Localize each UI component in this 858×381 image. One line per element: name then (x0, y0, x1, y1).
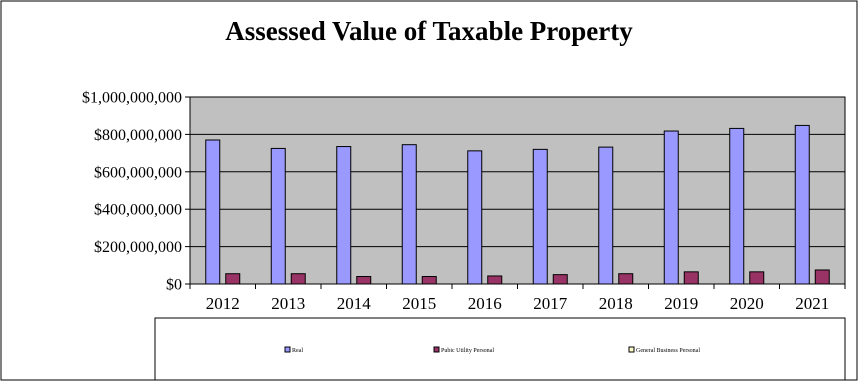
legend-label: Pubic Utility Personal (441, 348, 494, 354)
y-tick-label: $600,000,000 (94, 164, 182, 181)
bar-real (467, 150, 483, 285)
legend-label: Real (292, 348, 303, 354)
x-tick-label: 2020 (730, 294, 764, 313)
y-tick-label: $400,000,000 (94, 202, 182, 219)
legend-swatch (628, 346, 635, 353)
bar-real (598, 146, 614, 285)
y-tick-label: $800,000,000 (94, 127, 182, 144)
x-tick-label: 2017 (533, 294, 568, 313)
bar-public-utility (487, 275, 503, 285)
bar-real (729, 127, 745, 285)
chart-title: Assessed Value of Taxable Property (225, 16, 633, 46)
bar-real (532, 148, 548, 285)
x-tick-label: 2015 (402, 294, 436, 313)
bar-public-utility (683, 271, 699, 285)
legend-swatch (433, 346, 440, 353)
bar-real (205, 139, 221, 285)
x-tick-label: 2013 (271, 294, 305, 313)
bar-public-utility (618, 273, 634, 285)
bar-public-utility (225, 273, 241, 285)
x-tick-label: 2021 (795, 294, 829, 313)
x-tick-label: 2018 (599, 294, 633, 313)
y-tick-label: $200,000,000 (94, 239, 182, 256)
bar-real (794, 124, 810, 285)
y-tick-label: $0 (166, 277, 182, 294)
legend-label: General Business Personal (636, 348, 700, 354)
x-tick-label: 2012 (206, 294, 240, 313)
bar-public-utility (814, 269, 830, 285)
bar-public-utility (552, 274, 568, 285)
bar-public-utility (421, 276, 437, 285)
x-tick-label: 2014 (337, 294, 372, 313)
bar-public-utility (749, 271, 765, 285)
bar-real (401, 144, 417, 285)
plot-area (189, 96, 846, 285)
y-tick-label: $1,000,000,000 (82, 90, 182, 107)
bar-real (663, 130, 679, 285)
legend-box (154, 317, 846, 381)
bar-real (270, 147, 286, 285)
x-tick-label: 2016 (468, 294, 502, 313)
bar-real (336, 146, 352, 285)
bar-public-utility (290, 273, 306, 285)
x-tick-label: 2019 (664, 294, 698, 313)
bar-public-utility (356, 276, 372, 285)
legend-swatch (284, 346, 291, 353)
